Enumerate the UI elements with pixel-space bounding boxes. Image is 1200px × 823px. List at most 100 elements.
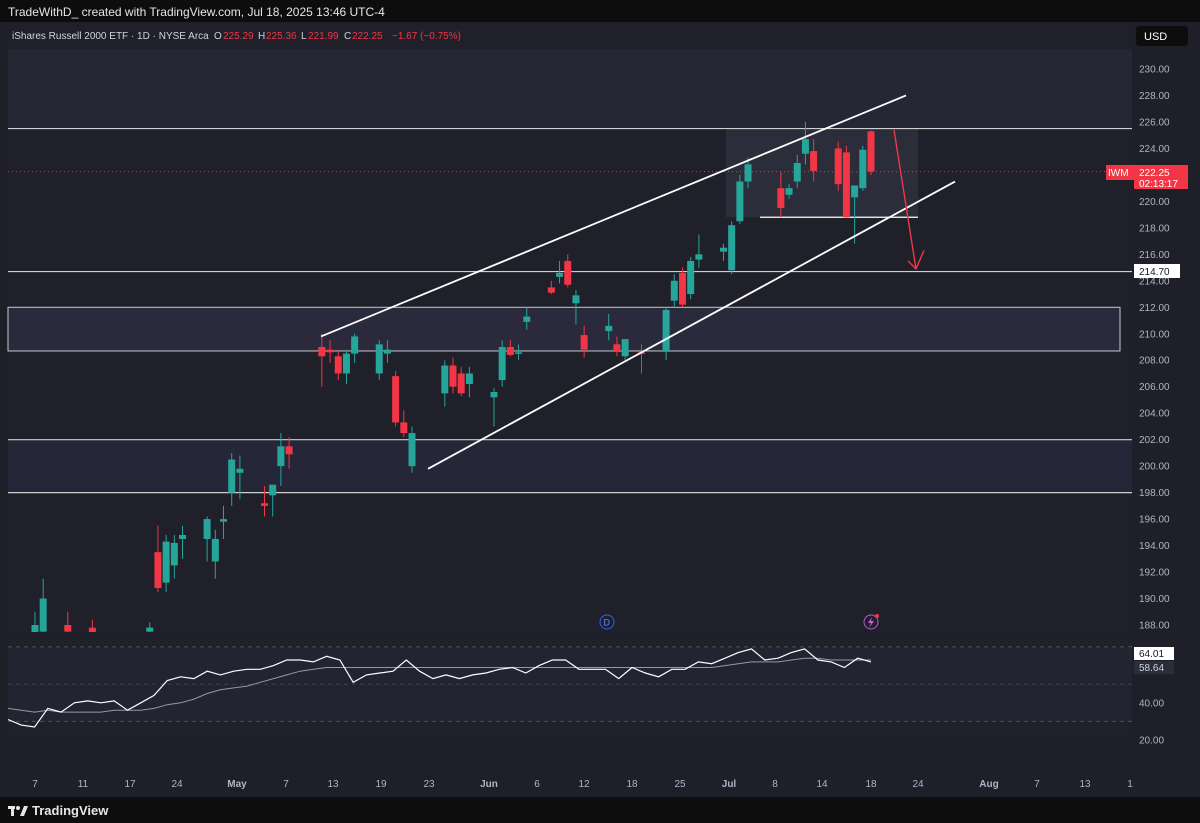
candle [449,357,457,394]
tradingview-wordmark: TradingView [32,803,109,818]
x-tick-label: Aug [979,779,998,790]
dividend-letter: D [604,618,611,628]
y-tick-label: 214.00 [1139,276,1170,287]
candle [236,455,244,500]
rsi-tick-label: 20.00 [1139,736,1164,747]
price-badge-countdown: 02:13:17 [1139,179,1178,190]
candle [392,370,400,427]
legend-h-label: H [258,31,265,42]
x-tick-label: 14 [816,779,828,790]
y-tick-label: 210.00 [1139,329,1170,340]
legend-instrument: iShares Russell 2000 ETF · 1D · NYSE Arc… [12,31,209,42]
candle [400,410,408,438]
candle [728,221,736,275]
x-axis[interactable]: 7 11 17 24 May 7 13 19 23 Jun 6 12 18 25 Jul 8 14 18 24 Aug… [32,779,1133,790]
footer-bar: TradingView [0,797,1200,823]
candle [211,529,219,579]
y-tick-label: 196.00 [1139,515,1170,526]
x-tick-label: 6 [534,779,540,790]
legend-o-value: 225.29 [223,31,254,42]
candle [490,388,498,427]
level-badge: 214.70 [1134,264,1180,278]
x-tick-label: 24 [912,779,924,790]
legend-o-label: O [214,31,222,42]
candle [719,243,727,261]
candle [88,619,96,632]
y-tick-label: 190.00 [1139,594,1170,605]
rsi-layer [7,646,1132,728]
candle [179,525,187,559]
candle [785,184,793,199]
candle [851,185,859,244]
candle [457,366,465,396]
tradingview-logo-icon [8,806,28,816]
y-tick-label: 220.00 [1139,197,1170,208]
price-badge-symbol: IWM [1108,168,1129,179]
x-tick-label: 11 [78,779,89,790]
legend-c-value: 222.25 [352,31,383,42]
legend-change: −1.67 (−0.75%) [392,31,461,42]
y-tick-label: 188.00 [1139,621,1170,632]
candle [572,290,580,325]
drawings-layer [320,94,956,470]
rsi-ma-badge: 58.64 [1139,663,1164,674]
candle [408,426,416,473]
x-tick-label: 25 [674,779,686,790]
level-badge-value: 214.70 [1139,267,1170,278]
candle [383,340,391,363]
candle [736,174,744,224]
x-axis-bar [0,767,1200,797]
candle [228,452,236,506]
candle [170,534,178,579]
dividend-marker[interactable]: D [599,614,615,630]
candle [793,155,801,189]
earnings-flash-icon[interactable] [863,614,879,630]
x-tick-label: 17 [124,779,136,790]
candle [342,349,350,385]
chart-canvas[interactable]: 230.00228.00226.00224.00222.00220.00218.… [0,22,1200,797]
currency-button[interactable]: USD [1136,26,1188,46]
candle [318,333,326,387]
y-tick-label: 218.00 [1139,223,1170,234]
candle [834,141,842,191]
candle [744,157,752,189]
candle [334,349,342,381]
price-badge: IWM 222.25 02:13:17 [1106,165,1188,190]
candle [515,344,523,361]
rsi-badges: 64.01 58.64 [1134,647,1174,674]
x-tick-label: 23 [423,779,435,790]
candle [39,578,47,632]
x-tick-label: 8 [772,779,778,790]
candle [662,307,670,361]
x-tick-label: 7 [283,779,289,790]
candle [465,366,473,398]
bearish-arrow [893,129,925,271]
rsi-band-fill [8,647,1132,722]
candle [580,325,588,358]
y-tick-label: 228.00 [1139,91,1170,102]
candle [64,611,72,632]
channel-lower-line [427,180,956,470]
y-tick-label: 216.00 [1139,250,1170,261]
x-tick-label: 18 [626,779,638,790]
candle [285,437,293,469]
candle [31,611,39,632]
range-box [726,128,918,218]
candle [613,336,621,357]
candle [498,340,506,387]
y-tick-label: 208.00 [1139,356,1170,367]
y-axis[interactable]: 230.00228.00226.00224.00222.00220.00218.… [1139,65,1170,747]
candle [859,145,867,191]
y-tick-label: 224.00 [1139,144,1170,155]
candle [777,172,785,218]
candle [867,130,875,176]
candle [375,340,383,381]
candle [556,260,564,284]
candle [220,505,228,539]
y-tick-label: 202.00 [1139,435,1170,446]
attribution-text: TradeWithD_ created with TradingView.com… [8,5,385,19]
zones-layer [7,49,1132,493]
x-tick-label: 1 [1127,779,1133,790]
y-tick-label: 200.00 [1139,462,1170,473]
channel-upper-line [320,94,907,338]
